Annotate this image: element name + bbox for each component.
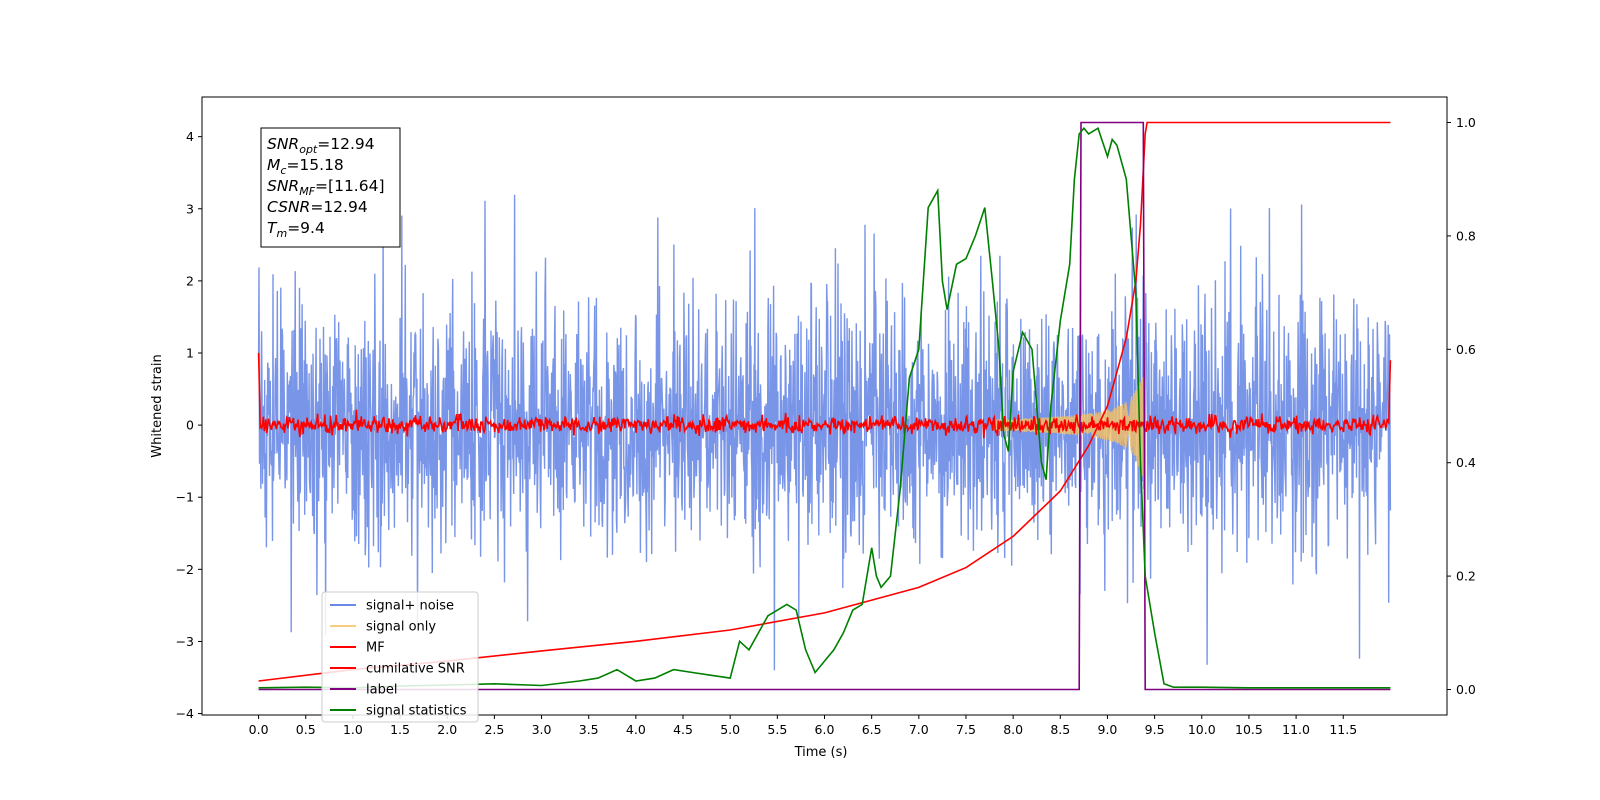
x-tick-label: 11.0 bbox=[1282, 722, 1310, 737]
y-tick-label: −3 bbox=[176, 634, 194, 649]
legend-label: signal+ noise bbox=[366, 599, 454, 614]
legend-label: MF bbox=[366, 641, 385, 656]
x-tick-label: 8.0 bbox=[1003, 722, 1023, 737]
x-tick-label: 6.0 bbox=[815, 722, 835, 737]
y2-tick-label: 0.6 bbox=[1456, 342, 1476, 357]
y-tick-label: −2 bbox=[176, 562, 194, 577]
y-axis-left: −4 −3 −2 −1 0 1 2 3 4 bbox=[176, 129, 202, 721]
x-tick-label: 7.5 bbox=[956, 722, 976, 737]
legend-label: cumilative SNR bbox=[366, 662, 465, 677]
series-cumulative-snr bbox=[258, 121, 1391, 682]
x-tick-label: 2.5 bbox=[484, 722, 504, 737]
series-signal-plus-noise bbox=[257, 194, 1392, 671]
series-mf bbox=[257, 352, 1392, 439]
x-tick-label: 0.5 bbox=[296, 722, 316, 737]
x-tick-label: 9.0 bbox=[1098, 722, 1118, 737]
x-tick-label: 3.5 bbox=[579, 722, 599, 737]
x-tick-label: 9.5 bbox=[1145, 722, 1165, 737]
annotation-lines: SNRopt=12.94Mc=15.18SNRMF=[11.64]CSNR=12… bbox=[267, 135, 385, 240]
x-tick-label: 5.5 bbox=[767, 722, 787, 737]
plot-area bbox=[257, 121, 1392, 691]
x-tick-label: 4.5 bbox=[673, 722, 693, 737]
annotation-line: SNRopt=12.94 bbox=[267, 135, 375, 156]
legend-item-cumulative-snr: cumilative SNR bbox=[330, 662, 465, 677]
x-tick-label: 1.5 bbox=[390, 722, 410, 737]
legend-item-signal-statistics: signal statistics bbox=[330, 704, 467, 719]
legend-item-signal-only: signal only bbox=[330, 620, 436, 635]
y2-tick-label: 0.0 bbox=[1456, 682, 1476, 697]
legend: signal+ noise signal only MF cumilative SNR… bbox=[321, 591, 479, 723]
y-tick-label: −1 bbox=[176, 490, 194, 505]
x-tick-label: 6.5 bbox=[862, 722, 882, 737]
y2-tick-label: 0.4 bbox=[1456, 455, 1476, 470]
x-tick-label: 3.0 bbox=[532, 722, 552, 737]
y-axis-right: 0.0 0.2 0.4 0.6 0.8 1.0 bbox=[1447, 115, 1476, 697]
legend-frame bbox=[321, 591, 479, 723]
x-tick-label: 8.5 bbox=[1050, 722, 1070, 737]
x-tick-label: 2.0 bbox=[437, 722, 457, 737]
series-label bbox=[258, 121, 1391, 691]
annotation-box: SNRopt=12.94Mc=15.18SNRMF=[11.64]CSNR=12… bbox=[260, 127, 401, 248]
legend-label: signal statistics bbox=[366, 704, 467, 719]
x-axis: 0.0 0.5 1.0 1.5 2.0 2.5 3.0 3.5 4.0 4.5 5.0 5.5 6.0 6… bbox=[249, 715, 1357, 737]
annotation-box-frame bbox=[260, 127, 401, 248]
legend-entries: signal+ noise signal only MF cumilative SNR… bbox=[330, 599, 467, 719]
x-tick-label: 1.0 bbox=[343, 722, 363, 737]
annotation-line: Mc=15.18 bbox=[267, 156, 344, 177]
x-tick-label: 0.0 bbox=[249, 722, 269, 737]
y-tick-label: 0 bbox=[186, 418, 194, 433]
y2-tick-label: 0.2 bbox=[1456, 569, 1476, 584]
annotation-line: Tm=9.4 bbox=[267, 219, 325, 240]
legend-label: signal only bbox=[366, 620, 436, 635]
x-tick-label: 10.5 bbox=[1235, 722, 1263, 737]
y2-tick-label: 1.0 bbox=[1456, 115, 1476, 130]
y-axis-label: Whitened strain bbox=[150, 354, 165, 457]
x-tick-label: 11.5 bbox=[1329, 722, 1357, 737]
legend-label: label bbox=[366, 683, 397, 698]
legend-item-mf: MF bbox=[330, 641, 385, 656]
x-axis-label: Time (s) bbox=[794, 745, 848, 760]
y-tick-label: −4 bbox=[176, 706, 194, 721]
x-tick-label: 5.0 bbox=[720, 722, 740, 737]
x-tick-label: 4.0 bbox=[626, 722, 646, 737]
y-tick-label: 1 bbox=[186, 345, 194, 360]
annotation-line: CSNR=12.94 bbox=[267, 198, 368, 216]
y-tick-label: 2 bbox=[186, 273, 194, 288]
y-tick-label: 3 bbox=[186, 201, 194, 216]
series-signal-statistics bbox=[258, 126, 1391, 689]
annotation-line: SNRMF=[11.64] bbox=[267, 177, 385, 198]
x-tick-label: 10.0 bbox=[1188, 722, 1216, 737]
y-tick-label: 4 bbox=[186, 129, 194, 144]
legend-item-signal-plus-noise: signal+ noise bbox=[330, 599, 454, 614]
y2-tick-label: 0.8 bbox=[1456, 228, 1476, 243]
x-tick-label: 7.0 bbox=[909, 722, 929, 737]
legend-item-label: label bbox=[330, 683, 397, 698]
